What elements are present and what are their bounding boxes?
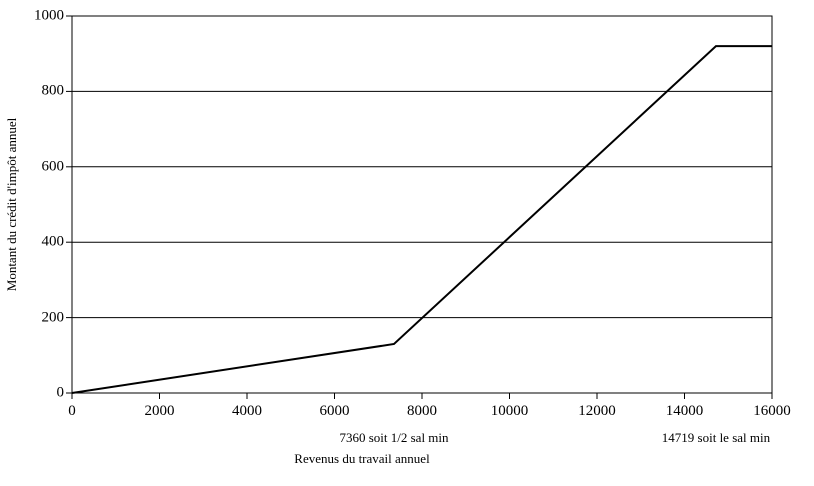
x-tick-label: 14000: [665, 403, 704, 419]
horizontal-gridlines: [72, 90, 772, 319]
y-tick-label: 200: [41, 309, 65, 326]
axis-tick-marks: [66, 15, 773, 399]
y-tick-label: 800: [41, 82, 65, 99]
y-tick-label: 0: [56, 384, 65, 401]
x-tick-label: 12000: [578, 403, 616, 419]
y-axis-title: Montant du crédit d'impôt annuel: [4, 117, 19, 291]
x-tick-label: 6000: [319, 403, 350, 419]
x-tick-label: 16000: [753, 403, 791, 419]
series-line: [71, 45, 772, 394]
plot-border: [71, 15, 773, 394]
x-tick-label: 2000: [144, 403, 175, 419]
x-tick-label: 10000: [490, 403, 529, 419]
y-tick-label: 600: [41, 158, 65, 175]
y-tick-label: 1000: [34, 7, 64, 24]
x-axis-title: Revenus du travail annuel: [294, 451, 430, 466]
x-tick-label: 8000: [407, 403, 437, 419]
y-tick-label: 400: [41, 233, 65, 250]
annotation-full-min-wage: 14719 soit le sal min: [661, 430, 771, 445]
x-tick-label: 0: [68, 403, 76, 419]
annotation-half-min-wage: 7360 soit 1/2 sal min: [339, 430, 449, 445]
x-tick-label: 4000: [232, 403, 262, 419]
